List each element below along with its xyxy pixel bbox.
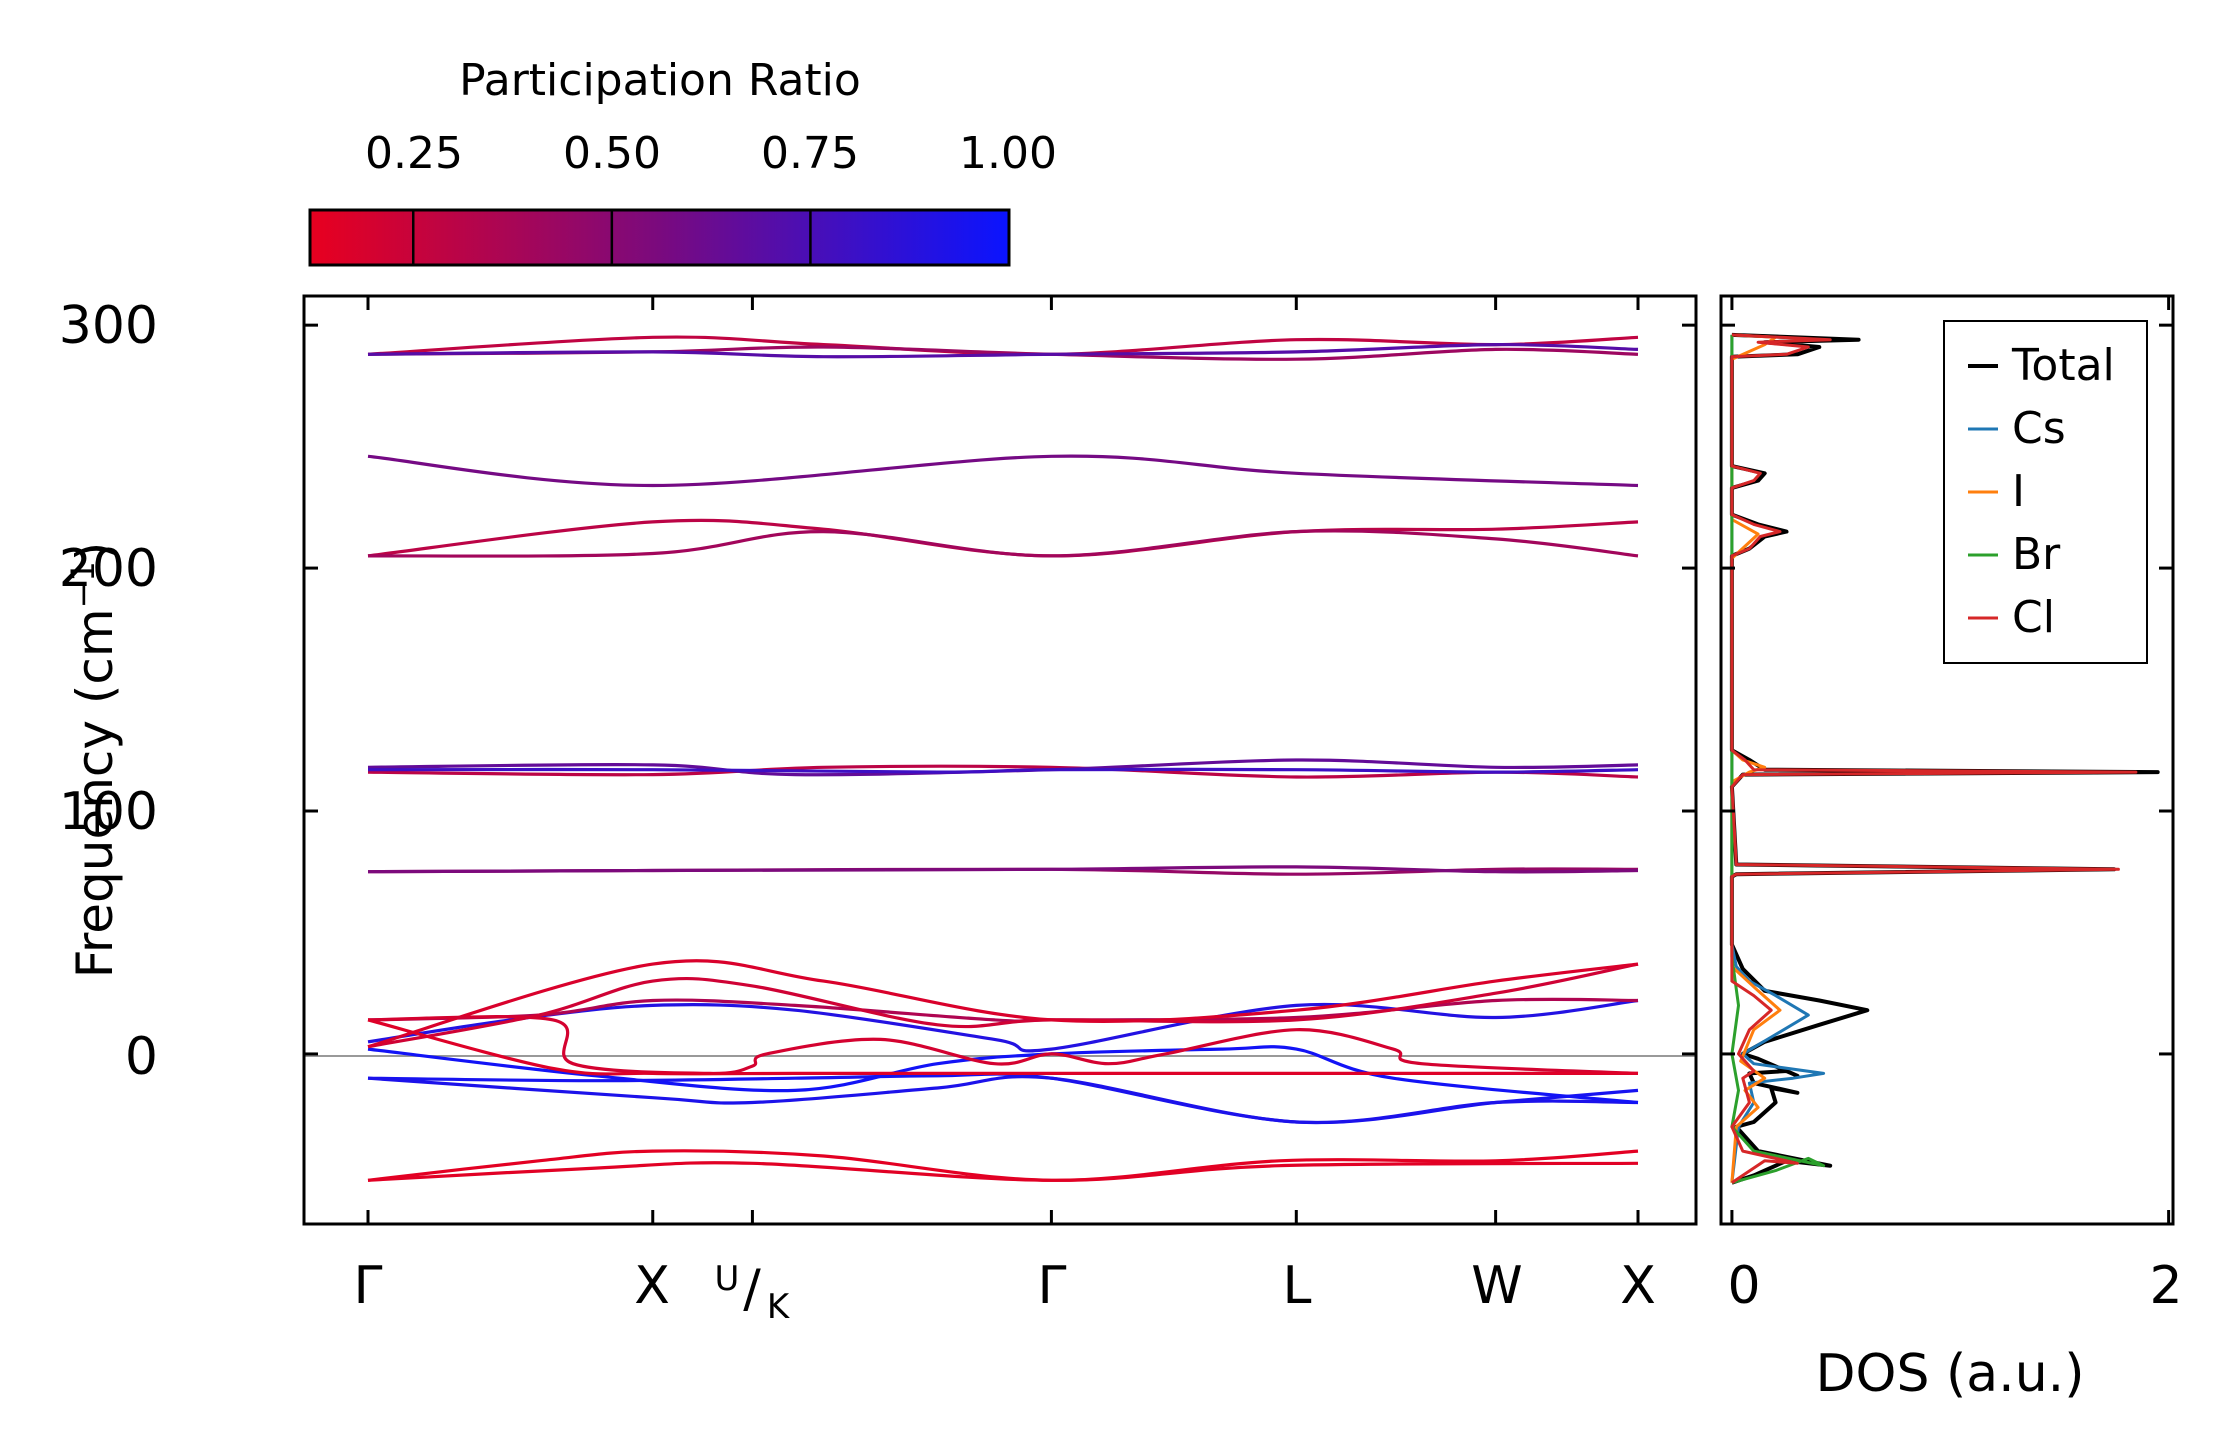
phonon-band [367,997,1639,1023]
colorbar-tick-label: 1.00 [959,128,1057,179]
xtick-label-k: K [767,1287,791,1327]
phonon-band [367,865,1639,874]
phonon-band [367,1072,1639,1125]
dispersion-frame [302,294,1698,1226]
xtick-label-w: W [1471,1256,1522,1316]
phonon-band [367,518,1639,558]
phonon-band [367,454,1639,488]
legend-label: Cl [2012,592,2055,643]
legend-label: Total [2011,340,2115,391]
ytick-label: 200 [59,539,158,599]
ytick-label: 0 [125,1027,158,1087]
phonon-band [367,342,1639,359]
colorbar: Participation Ratio 0.25 0.50 0.75 1.00 [308,55,1057,267]
dispersion-panel: 300 200 100 0 Frequency (cm−1) Γ X U / K… [59,294,1698,1327]
phonon-band [367,1045,1639,1105]
colorbar-tick-label: 0.25 [365,128,463,179]
colorbar-gradient [308,208,1011,267]
dos-ticks [1721,296,2173,1224]
dos-frame [1719,294,2175,1226]
xtick-label-gamma: Γ [1038,1256,1067,1316]
phonon-band [367,962,1639,1049]
legend-label: I [2012,466,2025,517]
dos-panel: 0 2 DOS (a.u.) Total Cs I Br Cl [1719,294,2183,1404]
xtick-label-x: X [634,1256,670,1316]
dos-lines [1729,332,2160,1185]
dispersion-ticks [304,296,1696,1224]
dos-series-cl [1730,333,2138,1184]
xtick-label-x: X [1620,1256,1656,1316]
colorbar-tick-label: 0.50 [563,128,661,179]
colorbar-ticks [412,210,812,265]
band-lines [367,335,1639,1182]
legend-label: Br [2012,529,2061,580]
ytick-label: 300 [59,296,158,356]
xtick-label-slash: / [743,1259,761,1319]
xtick-label-u: U [715,1259,740,1299]
legend-entries [1968,364,1998,620]
y-axis-label: Frequency (cm−1) [64,542,124,979]
phonon-band [367,529,1639,558]
phonon-band [367,1149,1639,1182]
xtick-label-gamma: Γ [354,1256,383,1316]
colorbar-title: Participation Ratio [459,55,861,106]
phonon-band [367,1018,1638,1076]
xtick-label-l: L [1283,1256,1312,1316]
colorbar-tick-label: 0.75 [761,128,859,179]
ytick-label: 100 [59,782,158,842]
phonon-band [367,767,1639,774]
phonon-band [367,1161,1639,1182]
phonon-band [367,998,1639,1053]
legend: Total Cs I Br Cl [1943,320,2148,664]
phonon-band [367,1015,1639,1076]
dos-x-axis-label: DOS (a.u.) [1816,1344,2085,1404]
phonon-band [367,959,1639,1049]
dos-xtick-label: 2 [2149,1256,2182,1316]
dos-xtick-label: 0 [1727,1256,1760,1316]
legend-label: Cs [2012,403,2066,454]
phonon-band [367,1075,1639,1125]
